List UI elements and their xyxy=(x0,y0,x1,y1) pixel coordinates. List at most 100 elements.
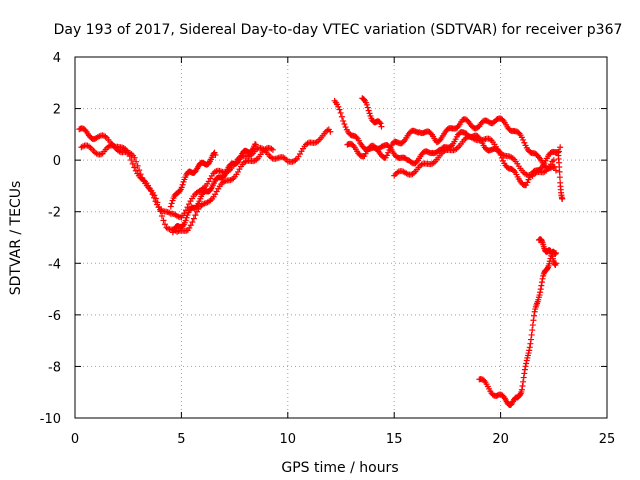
data-point xyxy=(378,123,385,130)
data-point xyxy=(524,179,531,186)
data-point xyxy=(556,174,563,181)
data-point xyxy=(189,219,196,226)
series-arc-5 xyxy=(331,97,559,174)
data-point xyxy=(527,340,534,347)
data-point xyxy=(550,157,557,164)
data-point xyxy=(436,138,443,145)
data-point xyxy=(151,192,158,199)
data-point xyxy=(137,171,144,178)
points-layer xyxy=(76,95,566,408)
data-point xyxy=(338,113,345,120)
y-axis-label: SDTVAR / TECUs xyxy=(8,181,24,296)
x-tick-label: 15 xyxy=(386,432,403,447)
data-point xyxy=(366,110,373,117)
x-tick-label: 5 xyxy=(177,432,185,447)
data-point xyxy=(131,164,138,171)
data-point xyxy=(337,109,344,116)
data-point xyxy=(192,212,199,219)
data-point xyxy=(155,203,162,210)
data-point xyxy=(154,199,161,206)
data-point xyxy=(529,327,536,334)
data-point xyxy=(336,106,343,113)
data-point xyxy=(551,261,558,268)
data-point xyxy=(559,195,566,202)
data-point xyxy=(539,275,546,282)
data-point xyxy=(152,195,159,202)
data-point xyxy=(537,286,544,293)
data-point xyxy=(552,249,559,256)
data-point xyxy=(525,176,532,183)
data-point xyxy=(530,317,537,324)
data-point xyxy=(523,182,530,189)
series-arc-10 xyxy=(476,248,559,408)
data-point xyxy=(521,366,528,373)
data-point xyxy=(167,203,174,210)
data-point xyxy=(555,148,562,155)
data-point xyxy=(385,143,392,150)
x-tick-label: 20 xyxy=(492,432,509,447)
data-point xyxy=(538,236,545,243)
data-point xyxy=(139,174,146,181)
data-point xyxy=(128,157,135,164)
x-axis-label: GPS time / hours xyxy=(281,460,398,476)
y-tick-label: -6 xyxy=(48,309,61,324)
data-point xyxy=(518,386,525,393)
y-tick-label: -4 xyxy=(48,257,61,272)
data-point xyxy=(523,357,530,364)
data-point xyxy=(547,248,554,255)
series-arc-4 xyxy=(169,141,259,236)
data-point xyxy=(182,217,189,224)
data-point xyxy=(556,168,563,175)
data-point xyxy=(248,148,255,155)
data-point xyxy=(158,213,165,220)
data-point xyxy=(521,370,528,377)
x-tick-label: 0 xyxy=(71,432,79,447)
data-point xyxy=(520,374,527,381)
data-point xyxy=(183,214,190,221)
data-point xyxy=(365,107,372,114)
data-point xyxy=(517,391,524,398)
data-point xyxy=(187,222,194,229)
data-point xyxy=(252,141,259,148)
data-point xyxy=(538,282,545,289)
data-point xyxy=(364,104,371,111)
y-tick-label: -2 xyxy=(48,206,61,221)
data-point xyxy=(499,116,506,123)
data-point xyxy=(529,322,536,329)
data-point xyxy=(327,128,334,135)
data-point xyxy=(528,336,534,343)
data-point xyxy=(383,152,390,159)
data-point xyxy=(179,222,186,229)
data-point xyxy=(552,260,559,267)
data-point xyxy=(385,149,392,156)
series-arc-9 xyxy=(555,149,566,202)
data-point xyxy=(522,363,529,370)
x-tick-label: 10 xyxy=(280,432,297,447)
y-tick-label: 2 xyxy=(53,103,61,118)
data-point xyxy=(528,331,535,338)
data-point xyxy=(342,124,349,131)
plot-frame xyxy=(74,56,608,419)
data-point xyxy=(212,151,219,158)
data-point xyxy=(520,136,527,143)
chart-title: Day 193 of 2017, Sidereal Day-to-day VTE… xyxy=(54,22,623,38)
data-point xyxy=(526,344,533,351)
data-point xyxy=(129,160,136,167)
y-tick-label: -10 xyxy=(40,412,61,427)
data-point xyxy=(157,208,164,215)
data-point xyxy=(340,117,347,124)
data-point xyxy=(133,158,140,165)
data-point xyxy=(335,103,342,110)
data-point xyxy=(531,312,538,319)
data-point xyxy=(544,265,551,272)
data-point xyxy=(376,119,383,126)
data-point xyxy=(533,151,540,158)
data-point xyxy=(269,146,276,153)
data-point xyxy=(531,308,538,315)
data-point xyxy=(525,350,532,357)
data-point xyxy=(520,378,527,385)
data-point xyxy=(537,289,544,296)
data-point xyxy=(538,279,545,286)
data-point xyxy=(536,292,543,299)
